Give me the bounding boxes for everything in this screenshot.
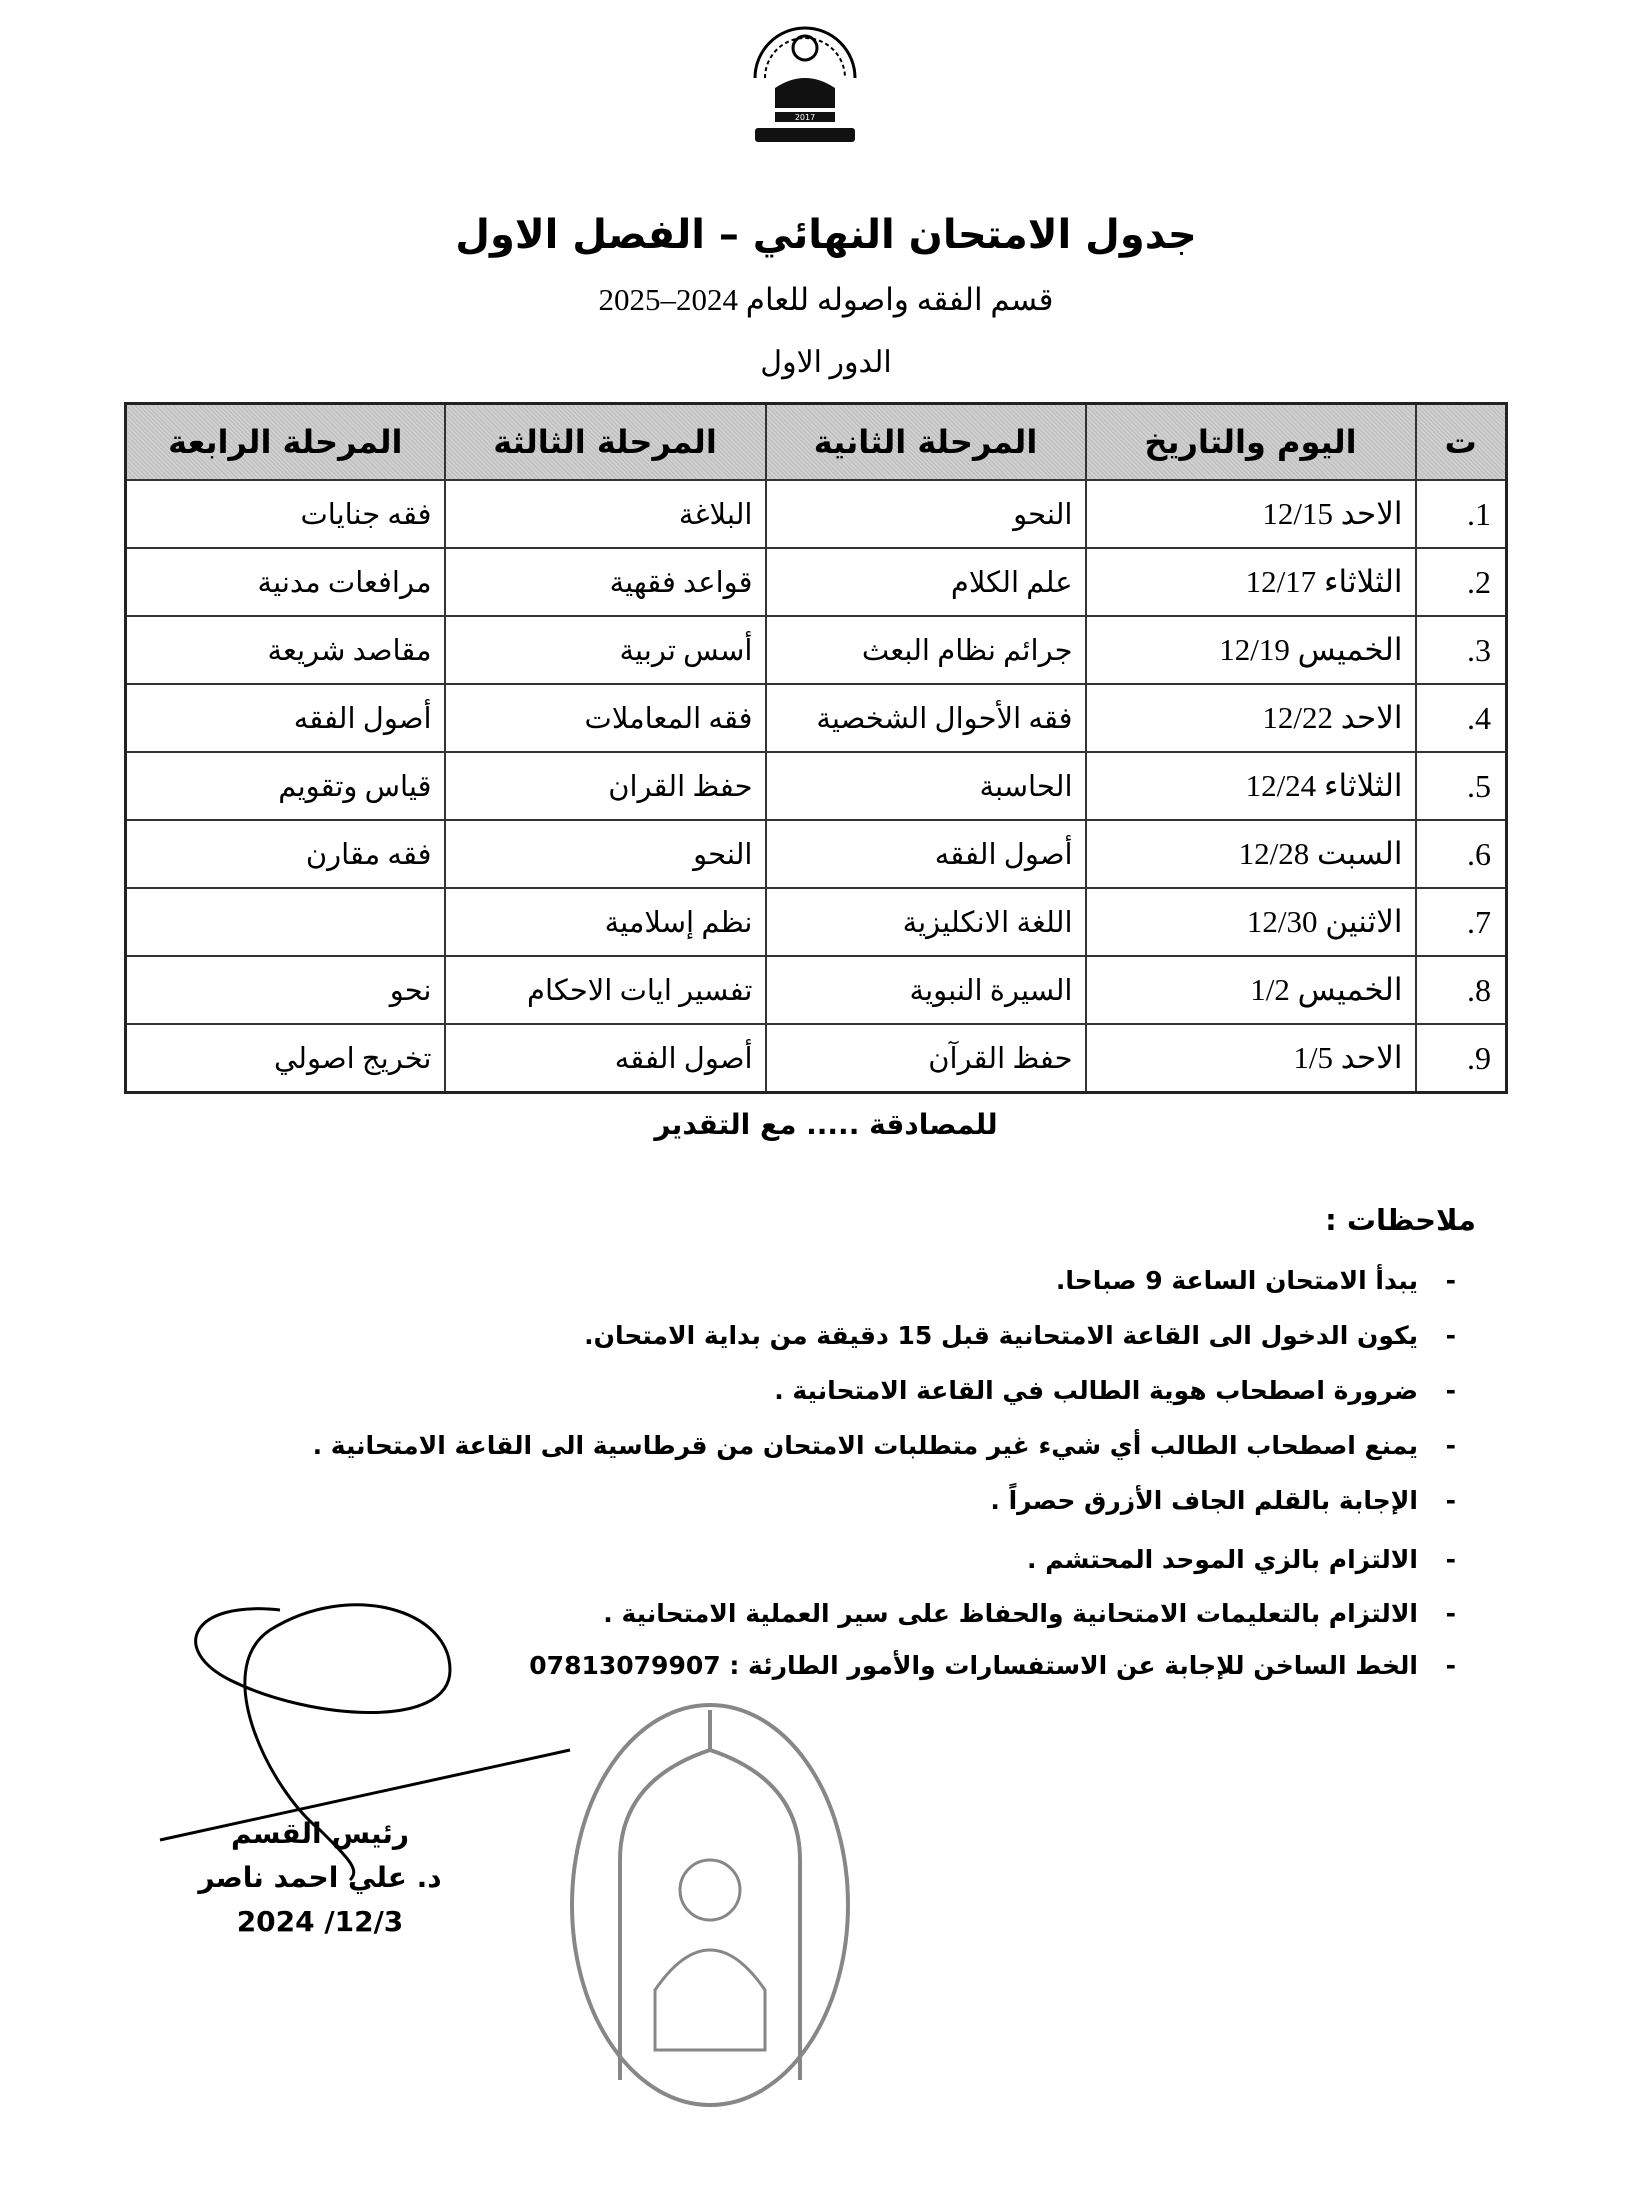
row-stage-4: أصول الفقه — [124, 683, 446, 753]
row-stage-3: أسس تربية — [443, 615, 767, 685]
row-stage-3: فقه المعاملات — [443, 683, 767, 753]
row-stage-4: فقه جنايات — [124, 479, 446, 549]
handwritten-signature — [150, 1590, 610, 1894]
page-title: جدول الامتحان النهائي – الفصل الاول — [455, 212, 1197, 258]
row-stage-2: الحاسبة — [764, 751, 1087, 821]
row-stage-2: جرائم نظام البعث — [764, 615, 1087, 685]
note-text: ضرورة اصطحاب هوية الطالب في القاعة الامت… — [774, 1376, 1418, 1405]
row-stage-2: أصول الفقه — [764, 819, 1087, 889]
notes-heading: ملاحظات : — [1325, 1203, 1476, 1237]
signature-block: رئيس القسم د. علي احمد ناصر 2024 /12/3 — [150, 1812, 490, 1944]
note-item: - الالتزام بالتعليمات الامتحانية والحفاظ … — [603, 1599, 1456, 1628]
table-row: 5. الثلاثاء 12/24 الحاسبة حفظ القران قياس وت… — [124, 751, 1508, 821]
note-text: يبدأ الامتحان الساعة 9 صباحا. — [1055, 1266, 1418, 1295]
note-text: الالتزام بالتعليمات الامتحانية والحفاظ ع… — [603, 1599, 1418, 1628]
official-stamp — [560, 1690, 860, 2114]
signature-role: رئيس القسم — [230, 1817, 410, 1850]
bullet-dash: - — [1445, 1431, 1456, 1460]
row-day-date: الاحد 12/15 — [1084, 479, 1417, 549]
row-index: 9. — [1414, 1023, 1508, 1094]
row-day-date: السبت 12/28 — [1084, 819, 1417, 889]
row-stage-3: نظم إسلامية — [443, 887, 767, 957]
row-stage-4: مرافعات مدنية — [124, 547, 446, 617]
row-day-date: الاثنين 12/30 — [1084, 887, 1417, 957]
row-stage-2: اللغة الانكليزية — [764, 887, 1087, 957]
row-day-date: الثلاثاء 12/24 — [1084, 751, 1417, 821]
table-row: 9. الاحد 1/5 حفظ القرآن أصول الفقه تخريج اصو… — [124, 1023, 1508, 1094]
bullet-dash: - — [1445, 1599, 1456, 1628]
signature-name: د. علي احمد ناصر — [198, 1861, 442, 1894]
bullet-dash: - — [1445, 1651, 1456, 1680]
bullet-dash: - — [1445, 1376, 1456, 1405]
department-year: قسم الفقه واصوله للعام 2024–2025 — [598, 282, 1054, 317]
row-day-date: الخميس 12/19 — [1084, 615, 1417, 685]
row-index: 1. — [1414, 479, 1508, 549]
table-row: 3. الخميس 12/19 جرائم نظام البعث أسس تربية م… — [124, 615, 1508, 685]
row-index: 5. — [1414, 751, 1508, 821]
row-stage-4 — [124, 887, 446, 957]
header-stage-3: المرحلة الثالثة — [443, 402, 767, 481]
row-index: 2. — [1414, 547, 1508, 617]
table-row: 1. الاحد 12/15 النحو البلاغة فقه جنايات — [124, 479, 1508, 549]
row-stage-4: فقه مقارن — [124, 819, 446, 889]
approval-line: للمصادقة ..... مع التقدير — [654, 1108, 998, 1141]
row-index: 4. — [1414, 683, 1508, 753]
exam-schedule-table: ت اليوم والتاريخ المرحلة الثانية المرحلة… — [124, 402, 1508, 1094]
bullet-dash: - — [1445, 1266, 1456, 1295]
university-logo: 2017 — [735, 8, 875, 157]
note-item: - ضرورة اصطحاب هوية الطالب في القاعة الام… — [774, 1376, 1456, 1405]
note-item: - الإجابة بالقلم الجاف الأزرق حصراً . — [990, 1486, 1456, 1515]
bullet-dash: - — [1445, 1545, 1456, 1574]
row-stage-4: قياس وتقويم — [124, 751, 446, 821]
row-stage-4: مقاصد شريعة — [124, 615, 446, 685]
header-stage-2: المرحلة الثانية — [764, 402, 1087, 481]
note-item: - يبدأ الامتحان الساعة 9 صباحا. — [1055, 1266, 1456, 1295]
row-stage-3: النحو — [443, 819, 767, 889]
row-stage-4: نحو — [124, 955, 446, 1025]
note-text: يكون الدخول الى القاعة الامتحانية قبل 15… — [584, 1321, 1418, 1350]
note-item: - الخط الساخن للإجابة عن الاستفسارات والأ… — [529, 1651, 1456, 1680]
row-day-date: الاحد 1/5 — [1084, 1023, 1417, 1094]
table-row: 6. السبت 12/28 أصول الفقه النحو فقه مقارن — [124, 819, 1508, 889]
note-text: الالتزام بالزي الموحد المحتشم . — [1027, 1545, 1418, 1574]
note-item: - الالتزام بالزي الموحد المحتشم . — [1027, 1545, 1456, 1574]
row-stage-2: النحو — [764, 479, 1087, 549]
note-text: الإجابة بالقلم الجاف الأزرق حصراً . — [990, 1486, 1418, 1515]
row-stage-2: فقه الأحوال الشخصية — [764, 683, 1087, 753]
bullet-dash: - — [1445, 1486, 1456, 1515]
signature-date: 2024 /12/3 — [236, 1905, 404, 1938]
row-stage-3: قواعد فقهية — [443, 547, 767, 617]
row-day-date: الثلاثاء 12/17 — [1084, 547, 1417, 617]
svg-text:2017: 2017 — [795, 113, 815, 122]
header-stage-4: المرحلة الرابعة — [124, 402, 446, 481]
note-item: - يمنع اصطحاب الطالب أي شيء غير متطلبات ا… — [312, 1431, 1456, 1460]
table-row: 2. الثلاثاء 12/17 علم الكلام قواعد فقهية مرا… — [124, 547, 1508, 617]
row-stage-3: تفسير ايات الاحكام — [443, 955, 767, 1025]
row-stage-3: حفظ القران — [443, 751, 767, 821]
table-row: 7. الاثنين 12/30 اللغة الانكليزية نظم إسلام… — [124, 887, 1508, 957]
row-stage-3: أصول الفقه — [443, 1023, 767, 1094]
table-row: 4. الاحد 12/22 فقه الأحوال الشخصية فقه المع… — [124, 683, 1508, 753]
row-stage-2: حفظ القرآن — [764, 1023, 1087, 1094]
note-item: - يكون الدخول الى القاعة الامتحانية قبل 1… — [584, 1321, 1456, 1350]
exam-round: الدور الاول — [760, 346, 892, 379]
header-index: ت — [1414, 402, 1508, 481]
row-index: 3. — [1414, 615, 1508, 685]
row-day-date: الاحد 12/22 — [1084, 683, 1417, 753]
row-index: 7. — [1414, 887, 1508, 957]
row-index: 6. — [1414, 819, 1508, 889]
bullet-dash: - — [1445, 1321, 1456, 1350]
note-text: الخط الساخن للإجابة عن الاستفسارات والأم… — [529, 1651, 1418, 1680]
row-index: 8. — [1414, 955, 1508, 1025]
header-day-date: اليوم والتاريخ — [1084, 402, 1417, 481]
row-stage-2: السيرة النبوية — [764, 955, 1087, 1025]
table-header-row: ت اليوم والتاريخ المرحلة الثانية المرحلة… — [124, 402, 1508, 481]
row-day-date: الخميس 1/2 — [1084, 955, 1417, 1025]
table-row: 8. الخميس 1/2 السيرة النبوية تفسير ايات الا… — [124, 955, 1508, 1025]
row-stage-3: البلاغة — [443, 479, 767, 549]
row-stage-2: علم الكلام — [764, 547, 1087, 617]
note-text: يمنع اصطحاب الطالب أي شيء غير متطلبات ال… — [312, 1431, 1418, 1460]
row-stage-4: تخريج اصولي — [124, 1023, 446, 1094]
